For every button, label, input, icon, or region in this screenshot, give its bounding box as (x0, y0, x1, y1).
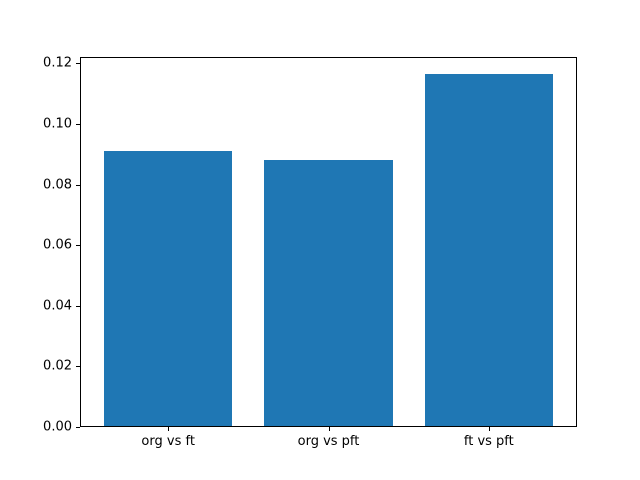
x-tick-label: ft vs pft (463, 434, 514, 449)
y-tick-label: 0.00 (43, 419, 72, 435)
y-tick-mark (76, 366, 80, 368)
x-tick-mark (328, 427, 330, 431)
y-tick-label: 0.04 (43, 298, 72, 314)
x-tick-mark (168, 427, 170, 431)
bar-org-vs-pft (264, 160, 393, 426)
y-tick-label: 0.02 (43, 358, 72, 374)
y-tick-mark (76, 184, 80, 186)
y-tick-label: 0.12 (43, 55, 72, 71)
y-tick-label: 0.06 (43, 237, 72, 253)
y-tick-mark (76, 245, 80, 247)
y-tick-mark (76, 123, 80, 125)
x-tick-mark (488, 427, 490, 431)
x-tick-label: org vs ft (141, 434, 195, 449)
y-tick-mark (76, 427, 80, 428)
y-tick-label: 0.10 (43, 116, 72, 132)
y-tick-label: 0.08 (43, 177, 72, 193)
bar-ft-vs-pft (424, 73, 553, 426)
bar-org-vs-ft (104, 150, 233, 426)
y-tick-mark (76, 63, 80, 65)
x-tick-label: org vs pft (297, 434, 360, 449)
y-tick-mark (76, 305, 80, 307)
